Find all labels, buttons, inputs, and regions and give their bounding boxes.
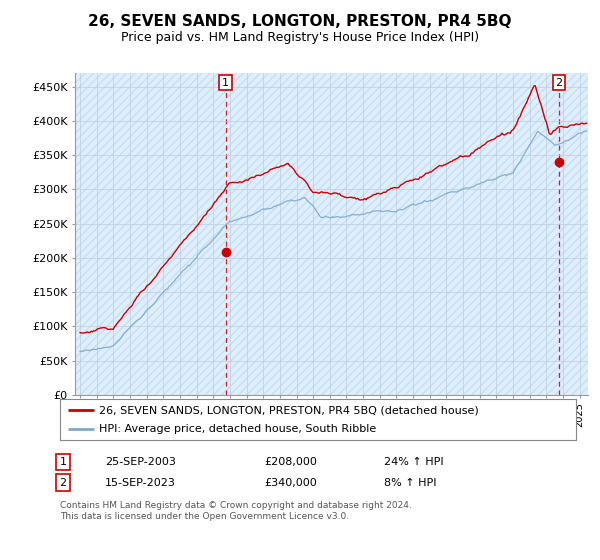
- Text: 24% ↑ HPI: 24% ↑ HPI: [384, 457, 443, 467]
- Text: HPI: Average price, detached house, South Ribble: HPI: Average price, detached house, Sout…: [98, 424, 376, 433]
- Text: 25-SEP-2003: 25-SEP-2003: [105, 457, 176, 467]
- Text: 2: 2: [59, 478, 67, 488]
- Text: Price paid vs. HM Land Registry's House Price Index (HPI): Price paid vs. HM Land Registry's House …: [121, 31, 479, 44]
- Text: 26, SEVEN SANDS, LONGTON, PRESTON, PR4 5BQ: 26, SEVEN SANDS, LONGTON, PRESTON, PR4 5…: [88, 14, 512, 29]
- Text: 15-SEP-2023: 15-SEP-2023: [105, 478, 176, 488]
- Text: Contains HM Land Registry data © Crown copyright and database right 2024.
This d: Contains HM Land Registry data © Crown c…: [60, 501, 412, 521]
- Text: £208,000: £208,000: [264, 457, 317, 467]
- Text: £340,000: £340,000: [264, 478, 317, 488]
- Text: 1: 1: [59, 457, 67, 467]
- Text: 2: 2: [555, 78, 562, 87]
- Text: 1: 1: [222, 78, 229, 87]
- Text: 8% ↑ HPI: 8% ↑ HPI: [384, 478, 437, 488]
- Text: 26, SEVEN SANDS, LONGTON, PRESTON, PR4 5BQ (detached house): 26, SEVEN SANDS, LONGTON, PRESTON, PR4 5…: [98, 405, 478, 415]
